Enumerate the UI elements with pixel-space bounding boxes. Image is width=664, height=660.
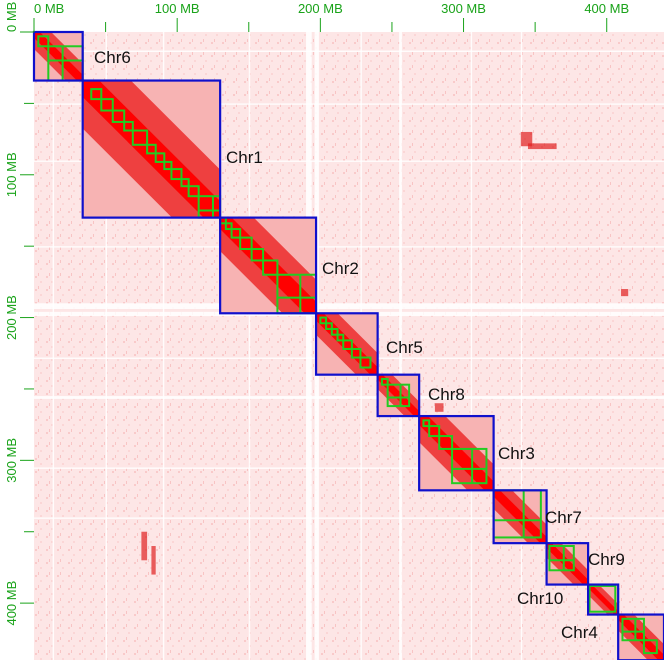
x-tick-label: 200 MB xyxy=(298,1,343,16)
subdomain-box xyxy=(239,236,253,251)
chromosome-diagonal-core xyxy=(588,584,619,615)
y-tick-label: 400 MB xyxy=(4,581,19,626)
chromosome-labels: Chr6 Chr1 Chr2 Chr5 Chr8 Chr3 Chr7 Chr9 Chr10 Chr… xyxy=(94,48,625,642)
subdomain-box xyxy=(621,617,645,642)
chromosome-box xyxy=(418,414,495,492)
chromosome-box xyxy=(314,312,379,376)
subdomain-box xyxy=(111,109,126,123)
subdomain-box xyxy=(180,178,190,188)
sparse-row-stripe xyxy=(34,160,664,162)
subdomain-box xyxy=(342,339,353,350)
sparse-row-stripe xyxy=(34,396,664,399)
chromosome-diagonal-core xyxy=(493,490,547,544)
chromosome-label: Chr2 xyxy=(322,259,359,278)
subdomain-box xyxy=(131,129,149,146)
subdomain-box xyxy=(319,316,328,325)
sparse-row-stripe xyxy=(34,246,664,248)
off-diagonal-contacts xyxy=(141,131,629,575)
chromosome-diagonal-core xyxy=(220,217,317,314)
subdomain-box xyxy=(548,545,575,572)
x-tick-label: 100 MB xyxy=(155,1,200,16)
x-axis: 0 MB 100 MB 200 MB 300 MB 400 MB xyxy=(33,1,629,32)
chromosome-label: Chr9 xyxy=(588,550,625,569)
chromosome-label: Chr5 xyxy=(386,338,423,357)
interchromosomal-contact-spot xyxy=(151,546,156,575)
x-tick-label: 400 MB xyxy=(584,1,629,16)
sparse-row-stripe xyxy=(34,50,664,52)
y-tick-label: 200 MB xyxy=(4,295,19,340)
subdomain-box xyxy=(100,98,114,112)
subdomain-box xyxy=(422,419,431,428)
sparse-column-stripe xyxy=(520,32,523,660)
subdomain-box xyxy=(336,333,345,342)
subdomain-box xyxy=(325,322,333,330)
sparse-row-stripe xyxy=(34,467,664,469)
subdomain-box xyxy=(187,185,200,198)
subdomain-box xyxy=(154,152,166,163)
chromosome-label: Chr10 xyxy=(517,589,563,608)
subdomain-box xyxy=(350,347,362,359)
subdomain-box xyxy=(262,259,279,276)
sparse-column-stripe xyxy=(162,32,165,660)
chromosome-diagonal-core xyxy=(419,416,494,491)
sparse-column-stripe xyxy=(399,32,402,660)
subdomain-box xyxy=(170,168,183,181)
subdomain-box xyxy=(588,584,617,613)
subdomain-box xyxy=(359,356,372,369)
subdomain-box xyxy=(230,228,242,239)
interchromosomal-contact-spot xyxy=(434,403,444,412)
chromosome-box xyxy=(219,216,318,315)
sparse-row-stripe xyxy=(34,303,664,309)
chromosome-box xyxy=(81,79,222,219)
subdomain-box xyxy=(163,160,173,171)
subdomain-box xyxy=(146,143,157,155)
interchromosomal-contact-spot xyxy=(621,289,629,297)
chromosome-label: Chr8 xyxy=(428,385,465,404)
sparse-row-stripe xyxy=(34,517,664,519)
sparse-column-stripe xyxy=(52,32,55,660)
y-tick-label: 300 MB xyxy=(4,438,19,483)
subdomain-box xyxy=(438,435,454,450)
subdomain-box xyxy=(642,639,658,655)
chromosome-diagonal-core xyxy=(34,32,83,81)
subdomain-box xyxy=(330,327,339,336)
subdomain-box xyxy=(250,248,265,262)
chromosome-diagonal-core xyxy=(618,614,664,660)
chromosome-label: Chr3 xyxy=(498,444,535,463)
subdomain-box xyxy=(380,377,389,386)
chromosome-box xyxy=(32,30,84,82)
chromosome-label: Chr7 xyxy=(545,508,582,527)
y-axis: 0 MB 100 MB 200 MB 300 MB 400 MB xyxy=(4,2,34,626)
sparse-row-stripe xyxy=(34,103,664,105)
chromosome-label: Chr1 xyxy=(226,148,263,167)
chromosome-diagonal-core xyxy=(82,80,221,218)
y-tick-label: 0 MB xyxy=(4,2,19,32)
chromosome-label: Chr4 xyxy=(561,623,598,642)
chromosome-diagonal-core xyxy=(546,543,589,585)
x-tick-label: 300 MB xyxy=(441,1,486,16)
interchromosomal-contact-spot xyxy=(520,131,533,147)
y-tick-label: 100 MB xyxy=(4,152,19,197)
subdomain-box xyxy=(37,35,50,48)
subdomain-box xyxy=(428,425,441,438)
chromosome-box xyxy=(545,542,590,586)
interchromosomal-contact-spot xyxy=(141,531,148,561)
subdomain-box xyxy=(90,88,103,101)
subdomain-box xyxy=(386,383,411,408)
sparse-column-stripe xyxy=(306,32,312,660)
interchromosomal-contact-spot xyxy=(527,143,557,150)
subdomain-box xyxy=(224,222,233,231)
sparse-column-stripe xyxy=(470,32,473,660)
subdomain-box xyxy=(451,447,488,485)
chromosome-box xyxy=(376,373,421,418)
chromosome-box xyxy=(587,583,620,616)
sparse-column-stripe xyxy=(105,32,108,660)
chromosome-label: Chr6 xyxy=(94,48,131,67)
subdomain-boxes xyxy=(37,35,658,655)
x-tick-label: 0 MB xyxy=(34,1,64,16)
chromosome-box xyxy=(492,489,548,545)
sparse-column-stripe xyxy=(248,32,251,660)
subdomain-box xyxy=(123,120,134,132)
